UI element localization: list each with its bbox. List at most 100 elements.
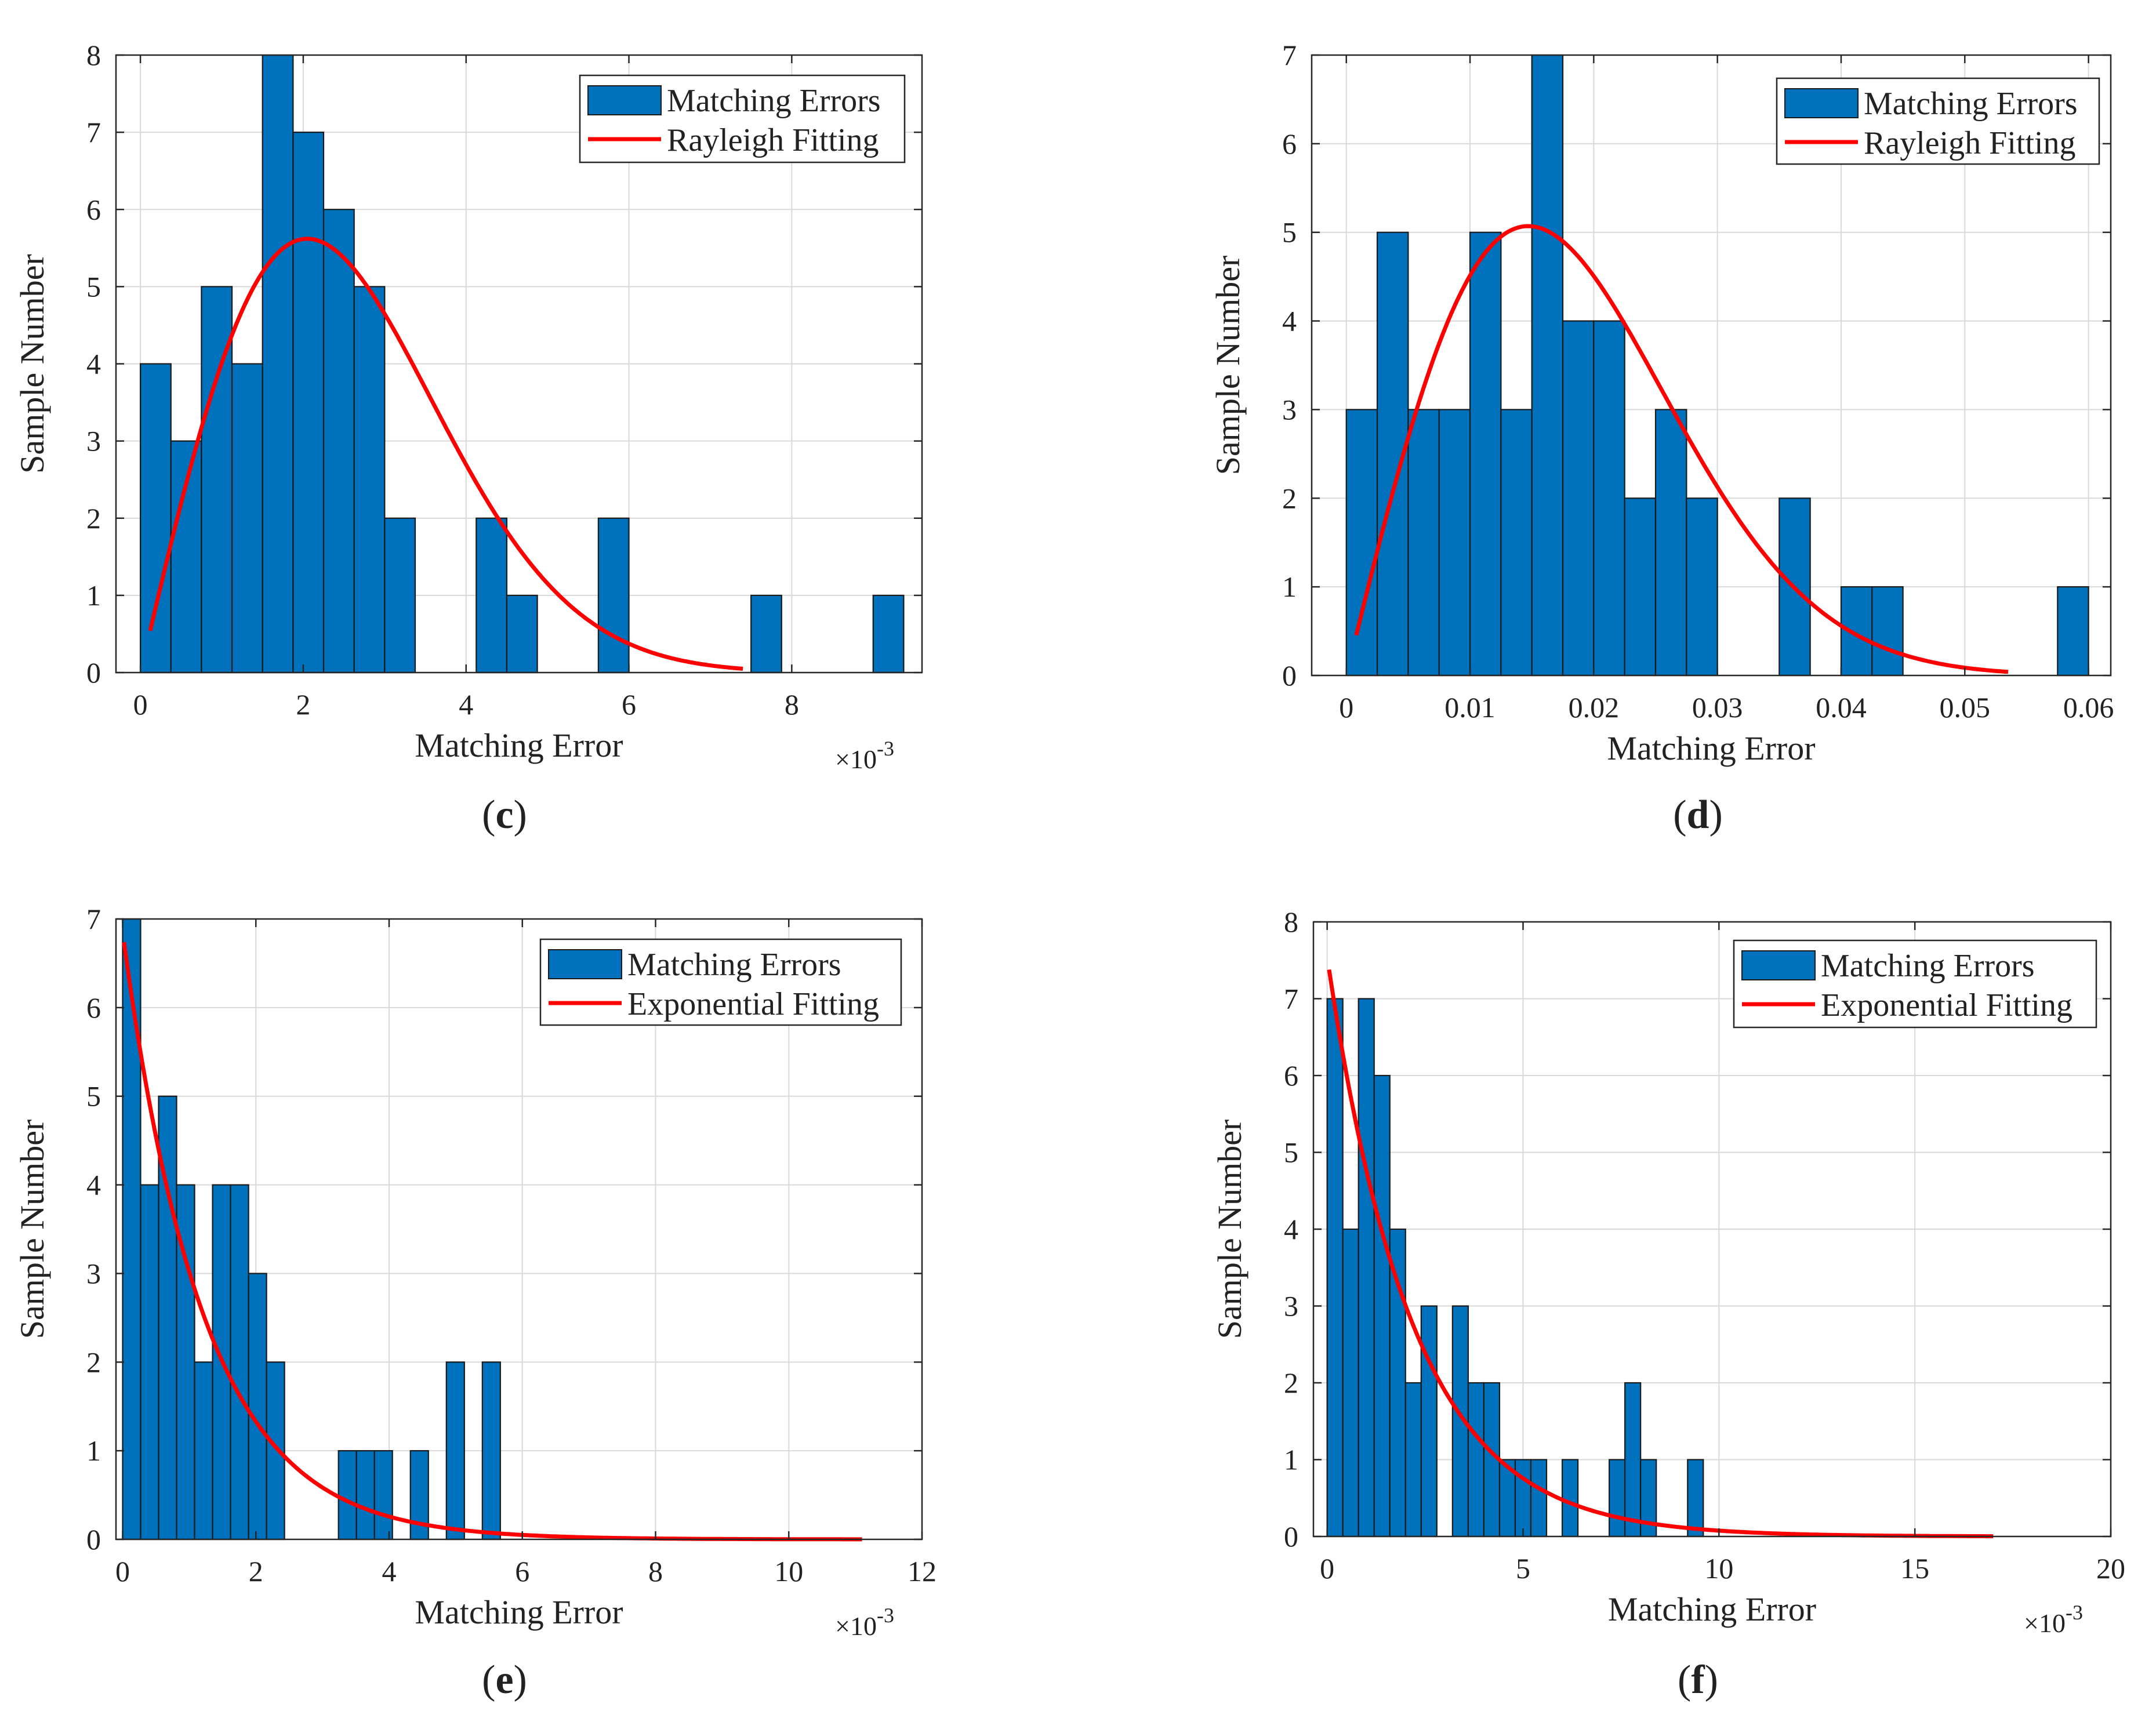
bar-3 [231, 363, 263, 674]
bar-16 [1840, 586, 1873, 677]
y-tick-label: 1 [86, 579, 101, 612]
x-exponent-base: ×10 [835, 744, 877, 774]
x-tick-label: 4 [382, 1555, 396, 1587]
bar-4 [194, 1361, 213, 1541]
bar-13 [355, 1450, 375, 1541]
x-tick-label: 15 [1900, 1552, 1929, 1585]
x-tick-label: 5 [1516, 1552, 1530, 1585]
bar-9 [1467, 1382, 1485, 1538]
x-tick-label: 12 [908, 1555, 937, 1587]
bar-12 [1514, 1459, 1532, 1538]
chart-panel-d: 0 0.01 0.02 0.03 0.04 0.05 0.06 0 1 2 3 4 5 6 7 Matchin… [1209, 39, 2114, 837]
x-tick-label: 0.02 [1569, 691, 1620, 724]
chart-panel-f: 0 5 10 15 20 0 1 2 3 4 5 6 7 8 Matching Error Sample Nu… [1211, 906, 2125, 1702]
x-tick-label: 0.06 [2063, 691, 2114, 724]
bar-1 [140, 1184, 159, 1541]
x-tick-label: 0 [133, 688, 148, 721]
bar-19 [1624, 1382, 1642, 1538]
caption-open: ( [482, 1658, 495, 1702]
y-tick-label: 1 [1282, 571, 1297, 603]
legend-label-fit: Exponential Fitting [627, 986, 879, 1022]
bar-12 [337, 1450, 357, 1541]
y-tick-label: 6 [86, 193, 101, 226]
y-tick-label: 0 [86, 1523, 101, 1556]
x-exponent: ×10-3 [2024, 1601, 2083, 1638]
y-tick-label: 2 [86, 1346, 101, 1378]
y-tick-label: 7 [86, 116, 101, 148]
x-tick-label: 0 [1320, 1552, 1334, 1585]
y-tick-label: 3 [86, 425, 101, 457]
y-tick-label: 0 [1282, 659, 1297, 692]
x-tick-label: 4 [459, 688, 473, 721]
bar-5 [1404, 1382, 1422, 1538]
bar-5 [292, 132, 325, 674]
histogram-bars [122, 918, 501, 1541]
legend-label-fit: Rayleigh Fitting [1864, 125, 2076, 161]
y-tick-label: 4 [1282, 305, 1297, 337]
panel-caption: (e) [482, 1658, 527, 1702]
x-tick-label: 8 [648, 1555, 663, 1587]
x-tick-label: 20 [2096, 1552, 2125, 1585]
panel-caption: (f) [1678, 1658, 1718, 1702]
bar-5 [1500, 409, 1533, 677]
exponential-fit-line [1327, 969, 1994, 1539]
caption-open: ( [1678, 1658, 1691, 1702]
x-axis-label: Matching Error [1608, 1590, 1816, 1628]
bar-0 [122, 918, 141, 1541]
bar-7 [353, 286, 386, 674]
histogram-bars [1326, 998, 1704, 1538]
bar-0 [1326, 998, 1344, 1538]
caption-letter: f [1691, 1658, 1705, 1702]
caption-close: ) [1705, 1658, 1718, 1702]
x-tick-label: 0 [115, 1555, 130, 1587]
chart-panel-c: 0 2 4 6 8 0 1 2 3 4 5 6 7 8 Matching Error Sample Numbe… [13, 39, 923, 837]
bar-6 [1531, 54, 1564, 677]
bar-3 [1373, 1074, 1391, 1538]
bar-11 [476, 517, 508, 674]
bar-4 [1389, 1228, 1406, 1538]
bar-2 [1407, 409, 1440, 677]
axes-frame [115, 918, 923, 1541]
x-exponent-power: -3 [2066, 1601, 2083, 1624]
bar-8 [384, 517, 416, 674]
bar-6 [1420, 1305, 1438, 1538]
y-tick-label: 4 [86, 348, 101, 380]
bar-8 [1593, 320, 1625, 677]
panel-caption: (d) [1673, 793, 1723, 837]
y-tick-label: 8 [1284, 906, 1298, 938]
legend-label-bars: Matching Errors [667, 83, 881, 119]
y-tick-label: 0 [86, 656, 101, 689]
x-exponent: ×10-3 [835, 737, 894, 774]
bar-18 [445, 1361, 465, 1541]
x-exponent-base: ×10 [835, 1611, 877, 1641]
y-tick-label: 5 [1282, 216, 1297, 249]
x-exponent-power: -3 [877, 1604, 894, 1627]
bar-23 [2057, 586, 2089, 677]
bar-2 [201, 286, 233, 674]
x-axis-label: Matching Error [415, 1593, 623, 1631]
bar-12 [506, 594, 538, 674]
x-tick-label: 6 [515, 1555, 529, 1587]
y-tick-label: 6 [1284, 1059, 1298, 1092]
legend-label-bars: Matching Errors [1821, 948, 2035, 984]
y-tick-label: 5 [86, 1080, 101, 1113]
bar-17 [1871, 586, 1904, 677]
y-tick-label: 1 [86, 1434, 101, 1467]
tick-marks [1313, 921, 2112, 1538]
y-axis-label: Sample Number [1211, 1120, 1248, 1339]
caption-close: ) [514, 1658, 527, 1702]
bar-1 [1342, 1228, 1359, 1538]
y-tick-label: 1 [1284, 1444, 1298, 1476]
bar-6 [322, 209, 355, 674]
bar-4 [262, 54, 294, 674]
y-tick-label: 0 [1284, 1520, 1298, 1553]
bar-8 [266, 1361, 285, 1541]
x-axis-label: Matching Error [1607, 729, 1815, 767]
bar-18 [1609, 1459, 1626, 1538]
axes-frame [1311, 54, 2112, 677]
